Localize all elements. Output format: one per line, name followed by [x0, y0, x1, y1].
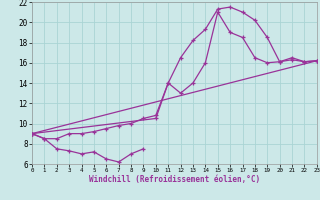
- X-axis label: Windchill (Refroidissement éolien,°C): Windchill (Refroidissement éolien,°C): [89, 175, 260, 184]
